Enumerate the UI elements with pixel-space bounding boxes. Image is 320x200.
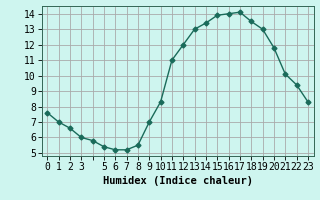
X-axis label: Humidex (Indice chaleur): Humidex (Indice chaleur) [103,176,252,186]
